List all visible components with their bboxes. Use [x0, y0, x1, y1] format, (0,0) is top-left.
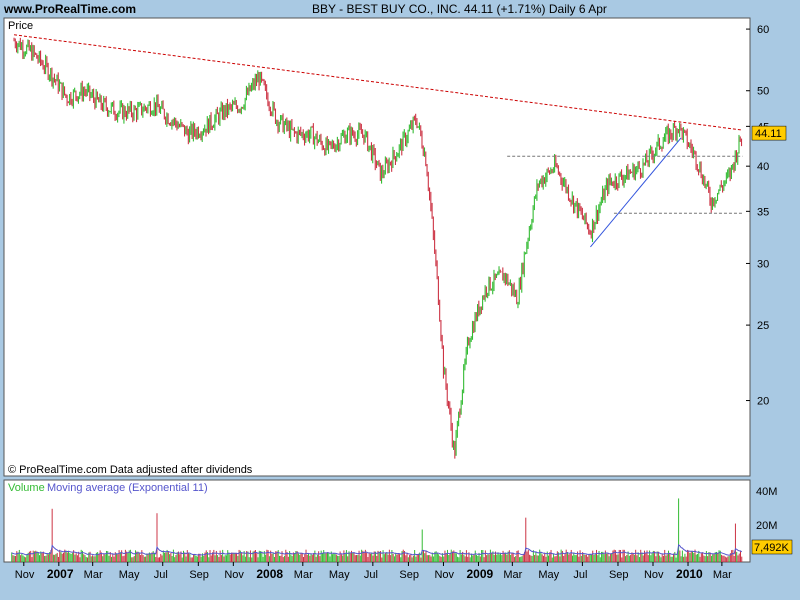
x-tick-label: May [538, 569, 559, 581]
price-tick-label: 50 [757, 86, 769, 98]
x-tick-label: 2009 [466, 567, 493, 581]
last-volume-value: 7,492K [754, 542, 790, 554]
price-tick-label: 30 [757, 258, 769, 270]
x-tick-label: Nov [224, 569, 244, 581]
x-tick-label: Mar [294, 569, 313, 581]
price-tick-label: 40 [757, 161, 769, 173]
x-tick-label: 2007 [47, 567, 74, 581]
last-price-value: 44.11 [755, 128, 782, 140]
x-tick-label: Sep [189, 569, 209, 581]
x-tick-label: May [329, 569, 350, 581]
last-price-badge: 44.11 [751, 125, 787, 141]
title-bar: www.ProRealTime.com BBY - BEST BUY CO., … [0, 0, 800, 18]
x-tick-label: Jul [364, 569, 378, 581]
x-tick-label: Mar [84, 569, 103, 581]
volume-panel [3, 479, 751, 563]
x-tick-label: Mar [503, 569, 522, 581]
chart-title: BBY - BEST BUY CO., INC. 44.11 (+1.71%) … [312, 2, 607, 16]
x-tick-label: May [119, 569, 140, 581]
volume-tick-40m: 40M [756, 486, 777, 498]
price-tick-label: 35 [757, 206, 769, 218]
support-trendline [590, 137, 682, 248]
x-tick-label: Nov [644, 569, 664, 581]
x-tick-label: Sep [609, 569, 629, 581]
price-tick-label: 25 [757, 320, 769, 332]
x-tick-label: Jul [154, 569, 168, 581]
x-tick-label: 2008 [256, 567, 283, 581]
price-panel [3, 17, 751, 477]
copyright-text: © ProRealTime.com Data adjusted after di… [8, 464, 253, 476]
x-tick-label: Nov [434, 569, 454, 581]
x-tick-label: 2010 [676, 567, 703, 581]
volume-label: Volume [8, 482, 45, 494]
price-tick-label: 60 [757, 24, 769, 36]
x-tick-label: Jul [573, 569, 587, 581]
site-name[interactable]: www.ProRealTime.com [4, 2, 137, 16]
x-tick-label: Nov [15, 569, 35, 581]
x-tick-label: Sep [399, 569, 419, 581]
x-tick-label: Mar [713, 569, 732, 581]
resistance-line [13, 34, 743, 131]
x-axis: Nov 2007 Mar May Jul Sep Nov 2008 Mar May Jul Sep No… [15, 562, 732, 581]
price-tick-label: 20 [757, 396, 769, 408]
volume-tick-20m: 20M [756, 520, 777, 532]
moving-average-label: Moving average (Exponential 11) [47, 482, 208, 494]
trendlines [13, 34, 743, 248]
price-label: Price [8, 20, 33, 32]
volume-ma-line [11, 544, 743, 556]
price-series [13, 37, 743, 459]
last-volume-badge: 7,492K [751, 539, 793, 555]
